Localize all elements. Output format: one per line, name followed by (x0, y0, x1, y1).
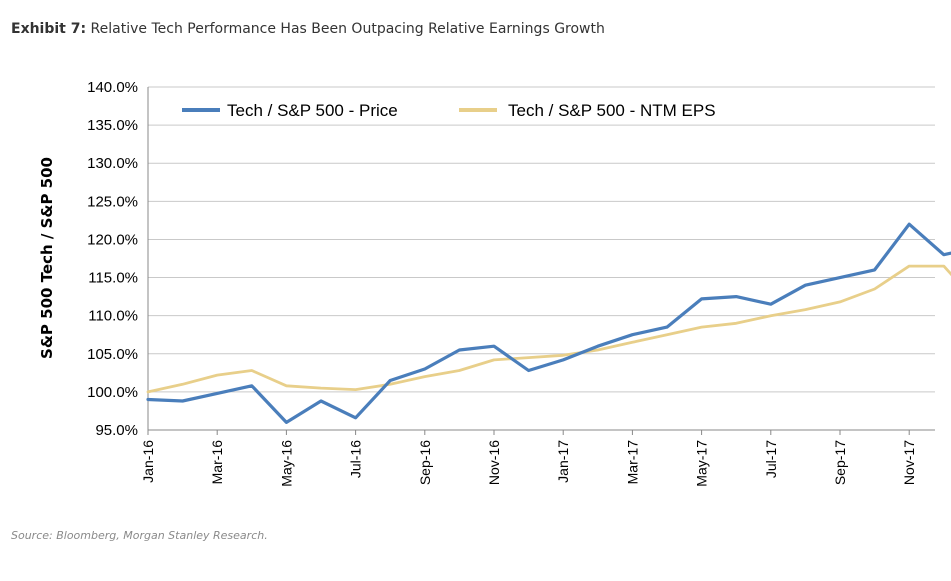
legend: Tech / S&P 500 - Price Tech / S&P 500 - N… (182, 101, 716, 120)
x-tick-label: Mar-16 (209, 440, 225, 485)
axes (147, 87, 935, 435)
exhibit-title-text: Relative Tech Performance Has Been Outpa… (90, 21, 605, 37)
series-lines (146, 222, 951, 424)
x-tick-label: May-17 (694, 440, 710, 487)
x-tick-label: Jan-17 (555, 440, 571, 483)
gridlines (148, 86, 935, 393)
x-tick-label: Sep-16 (417, 440, 433, 485)
x-tick-labels: Jan-16 Mar-16 May-16 Jul-16 Sep-16 Nov-16 Jan-… (140, 440, 917, 487)
legend-item-ntm-eps: Tech / S&P 500 - NTM EPS (459, 101, 716, 120)
y-tick-label: 135.0% (87, 117, 138, 134)
x-tick-label: Jan-16 (140, 440, 156, 483)
series-line-price (146, 222, 951, 424)
x-tick-label: May-16 (278, 440, 294, 487)
legend-label: Tech / S&P 500 - Price (227, 101, 398, 120)
legend-item-price: Tech / S&P 500 - Price (182, 101, 398, 120)
series-line-ntm-eps (146, 264, 951, 394)
y-tick-label: 115.0% (88, 270, 138, 287)
y-tick-label: 125.0% (87, 193, 138, 210)
y-tick-label: 100.0% (87, 384, 138, 401)
y-axis-label: S&P 500 Tech / S&P 500 (38, 157, 56, 359)
y-tick-label: 130.0% (87, 155, 138, 172)
y-tick-label: 95.0% (95, 422, 138, 439)
legend-label: Tech / S&P 500 - NTM EPS (508, 101, 716, 120)
x-tick-label: Sep-17 (832, 440, 848, 485)
y-tick-label: 120.0% (87, 231, 138, 248)
y-tick-label: 105.0% (87, 346, 138, 363)
x-tick-label: Nov-16 (486, 440, 502, 485)
x-tick-label: Mar-17 (624, 440, 640, 485)
x-tick-label: Jul-17 (763, 440, 779, 478)
y-tick-label: 140.0% (87, 79, 138, 96)
x-tick-label: Nov-17 (901, 440, 917, 485)
exhibit-label: Exhibit 7: (11, 21, 87, 37)
y-tick-labels: 95.0% 100.0% 105.0% 110.0% 115.0% 120.0% 125.0… (87, 79, 138, 439)
exhibit-title: Exhibit 7: Relative Tech Performance Has… (11, 21, 605, 37)
x-tick-label: Jul-16 (348, 440, 364, 478)
y-tick-label: 110.0% (88, 308, 138, 325)
source-note: Source: Bloomberg, Morgan Stanley Resear… (11, 529, 268, 542)
